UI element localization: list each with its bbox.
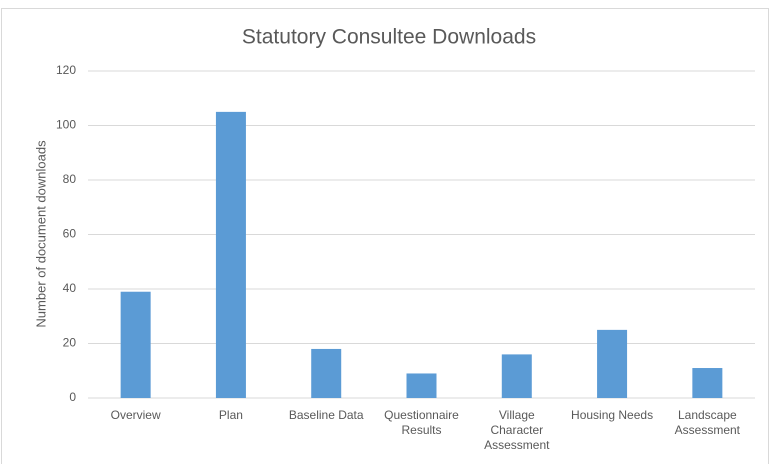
y-tick-label: 80 <box>63 172 77 186</box>
y-tick-label: 60 <box>63 227 77 241</box>
chart-title: Statutory Consultee Downloads <box>242 26 536 49</box>
x-tick-label: Questionnaire Results <box>384 408 459 437</box>
y-tick-label: 0 <box>69 390 76 404</box>
y-axis-label: Number of document downloads <box>33 140 48 328</box>
x-tick-label: Landscape Assessment <box>674 408 741 437</box>
y-tick-label: 120 <box>56 63 76 77</box>
bar <box>120 291 151 398</box>
bar <box>406 373 437 398</box>
bar <box>501 354 532 398</box>
y-tick-label: 20 <box>63 336 77 350</box>
bar <box>597 329 628 398</box>
bar <box>215 111 246 398</box>
chart-border <box>1 8 769 464</box>
x-tick-label: Plan <box>218 408 243 422</box>
bar <box>311 348 342 398</box>
x-tick-label: Overview <box>110 408 161 422</box>
x-tick-label: Housing Needs <box>571 408 654 422</box>
x-tick-label: Baseline Data <box>288 408 364 422</box>
x-tick-label: Village Character Assessment <box>484 408 550 452</box>
bar <box>692 368 723 398</box>
y-tick-label: 40 <box>63 281 77 295</box>
y-tick-label: 100 <box>56 118 76 132</box>
